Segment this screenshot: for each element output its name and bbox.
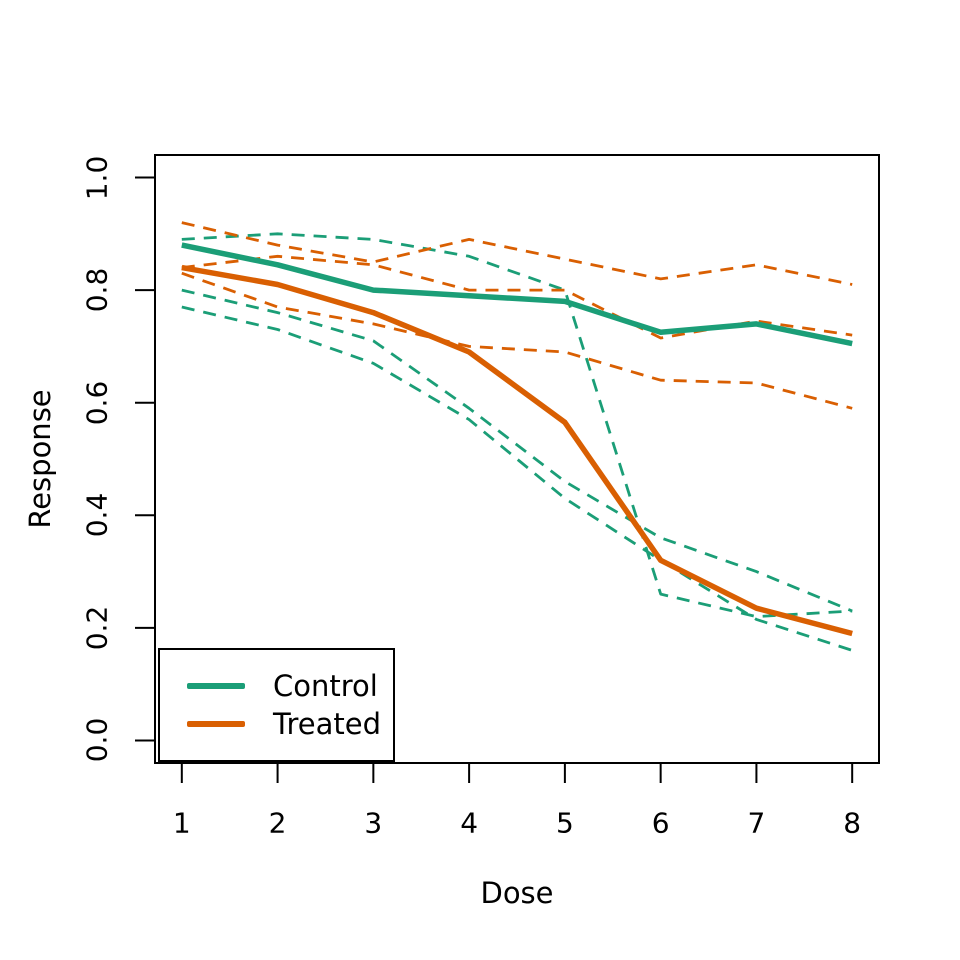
series-control-individual-3 xyxy=(181,305,853,652)
legend-line-control xyxy=(187,683,245,689)
y-tick-label: 0.0 xyxy=(80,718,114,763)
y-tick-label: 0.4 xyxy=(80,493,114,538)
x-tick-label: 3 xyxy=(364,806,383,840)
x-tick-label: 1 xyxy=(172,806,191,840)
legend-item-control: Control xyxy=(160,668,393,704)
legend-item-treated: Treated xyxy=(160,706,393,742)
y-tick-label: 0.6 xyxy=(80,380,114,425)
x-tick-label: 4 xyxy=(460,806,479,840)
series-treated xyxy=(181,264,853,637)
y-tick-label: 1.0 xyxy=(80,155,114,200)
legend-label-treated: Treated xyxy=(273,706,381,741)
series-control-individual-2 xyxy=(181,288,853,613)
series-control xyxy=(181,242,853,347)
x-tick-label: 8 xyxy=(843,806,862,840)
x-tick-label: 2 xyxy=(268,806,287,840)
legend-line-treated xyxy=(187,721,245,727)
legend: Control Treated xyxy=(158,648,395,762)
legend-label-control: Control xyxy=(273,668,378,703)
series-treated-individual-1 xyxy=(181,221,853,286)
series-treated-individual-3 xyxy=(181,271,853,410)
series-control-individual-1 xyxy=(181,232,853,618)
y-tick-label: 0.2 xyxy=(80,605,114,651)
y-tick-label: 0.8 xyxy=(80,267,114,313)
x-tick-label: 6 xyxy=(651,806,670,840)
x-axis-title: Dose xyxy=(480,876,554,910)
x-tick-label: 7 xyxy=(747,806,766,840)
x-tick-label: 5 xyxy=(555,806,574,840)
plot-frame xyxy=(154,154,880,764)
y-axis-title: Response xyxy=(23,389,57,529)
